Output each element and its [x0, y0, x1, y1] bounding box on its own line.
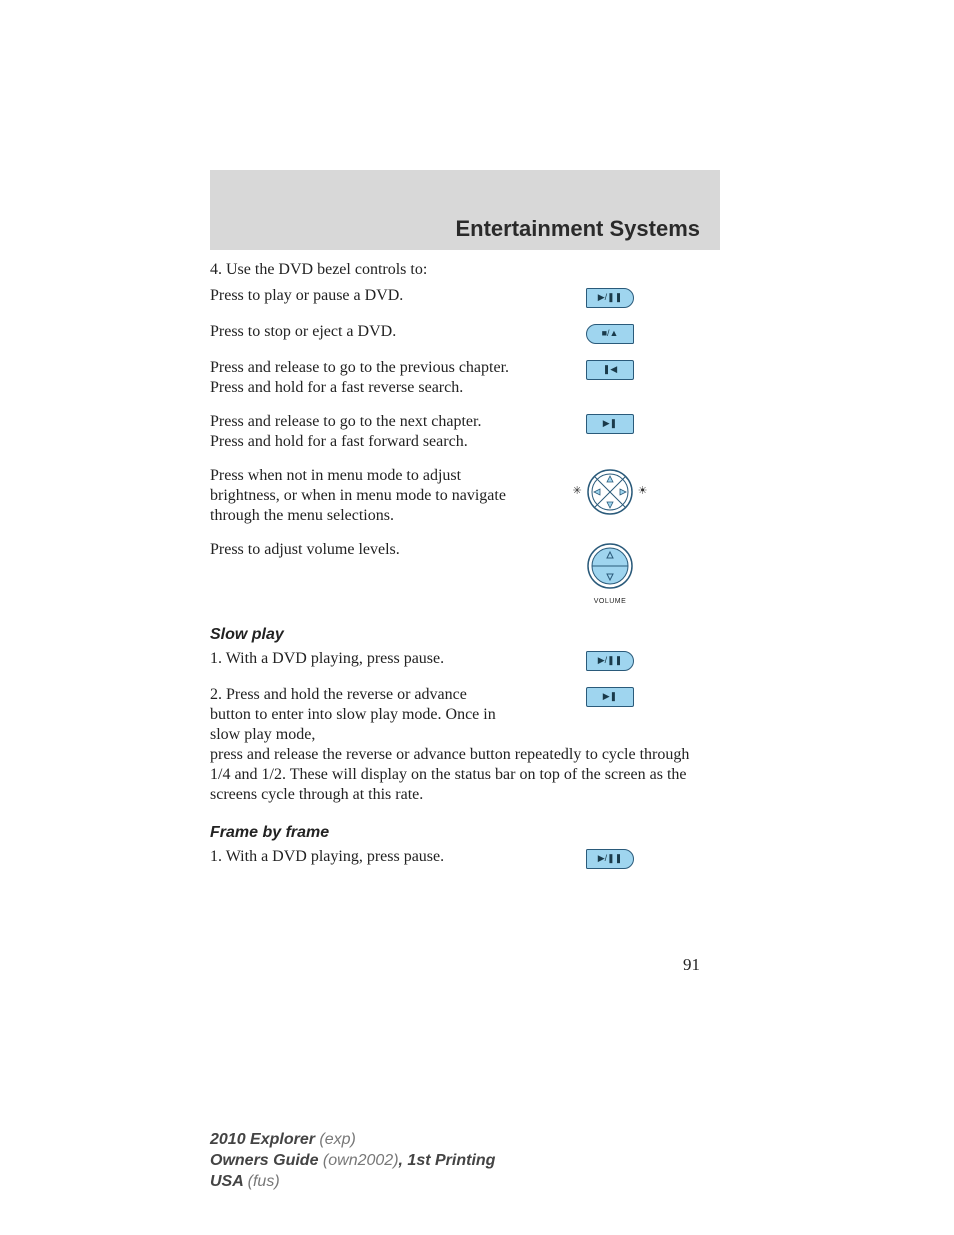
frame-by-frame-step1-row: 1. With a DVD playing, press pause. ▶/❚❚	[210, 847, 710, 869]
next-glyph: ▶❚	[603, 691, 617, 702]
control-icon-cell: ▶/❚❚	[520, 847, 700, 869]
control-row: Press and release to go to the next chap…	[210, 412, 710, 452]
footer-guide-code: (own2002)	[323, 1152, 399, 1169]
next-glyph: ▶❚	[603, 418, 617, 429]
control-icon-cell: ▶❚	[520, 685, 700, 707]
control-row: Press to adjust volume levels. VOLUME	[210, 540, 710, 607]
control-icon-cell: ■/▲	[520, 322, 700, 344]
slow-play-step2a: 2. Press and hold the reverse or advance…	[210, 685, 520, 745]
control-text: Press and release to go to the previous …	[210, 358, 520, 398]
footer-model: 2010 Explorer	[210, 1131, 319, 1148]
page-number: 91	[210, 955, 700, 975]
prev-glyph: ❚◀	[603, 364, 617, 375]
header-band: Entertainment Systems	[210, 170, 720, 250]
control-text: Press to stop or eject a DVD.	[210, 322, 520, 342]
volume-dial-icon: VOLUME	[586, 542, 634, 607]
play-pause-glyph: ▶/❚❚	[598, 292, 623, 303]
footer-guide: Owners Guide	[210, 1152, 323, 1169]
lead-text: 4. Use the DVD bezel controls to:	[210, 260, 710, 280]
stop-eject-glyph: ■/▲	[602, 328, 619, 339]
play-pause-button-icon: ▶/❚❚	[586, 651, 634, 671]
stop-eject-button-icon: ■/▲	[586, 324, 634, 344]
play-pause-glyph: ▶/❚❚	[598, 655, 623, 666]
control-row: Press to play or pause a DVD. ▶/❚❚	[210, 286, 710, 308]
slow-play-step2b: press and release the reverse or advance…	[210, 745, 700, 805]
footer-line3: USA (fus)	[210, 1172, 495, 1193]
slow-play-step2-row: 2. Press and hold the reverse or advance…	[210, 685, 710, 745]
slow-play-step1: 1. With a DVD playing, press pause.	[210, 649, 520, 669]
page-content: 4. Use the DVD bezel controls to: Press …	[210, 260, 710, 883]
next-chapter-button-icon: ▶❚	[586, 414, 634, 434]
volume-label: VOLUME	[586, 598, 634, 607]
page-section-title: Entertainment Systems	[455, 216, 700, 242]
control-text: Press when not in menu mode to adjust br…	[210, 466, 520, 526]
control-icon-cell: ❚◀	[520, 358, 700, 380]
footer-line1: 2010 Explorer (exp)	[210, 1130, 495, 1151]
footer-block: 2010 Explorer (exp) Owners Guide (own200…	[210, 1130, 495, 1192]
control-row: Press and release to go to the previous …	[210, 358, 710, 398]
control-icon-cell: ✳ ☀	[520, 466, 700, 516]
next-chapter-button-icon: ▶❚	[586, 687, 634, 707]
nav-dial-svg	[586, 468, 634, 516]
control-row: Press when not in menu mode to adjust br…	[210, 466, 710, 526]
control-row: Press to stop or eject a DVD. ■/▲	[210, 322, 710, 344]
control-text: Press and release to go to the next chap…	[210, 412, 520, 452]
control-icon-cell: ▶/❚❚	[520, 649, 700, 671]
brightness-high-icon: ☀	[638, 485, 648, 499]
play-pause-button-icon: ▶/❚❚	[586, 849, 634, 869]
footer-printing: , 1st Printing	[399, 1152, 496, 1169]
control-icon-cell: ▶/❚❚	[520, 286, 700, 308]
footer-line2: Owners Guide (own2002), 1st Printing	[210, 1151, 495, 1172]
play-pause-button-icon: ▶/❚❚	[586, 288, 634, 308]
control-text: Press to adjust volume levels.	[210, 540, 520, 560]
play-pause-glyph: ▶/❚❚	[598, 853, 623, 864]
frame-by-frame-heading: Frame by frame	[210, 823, 710, 843]
nav-dial-icon: ✳ ☀	[572, 468, 647, 516]
frame-by-frame-step1: 1. With a DVD playing, press pause.	[210, 847, 520, 867]
brightness-low-icon: ✳	[572, 485, 581, 499]
control-icon-cell: VOLUME	[520, 540, 700, 607]
control-text: Press to play or pause a DVD.	[210, 286, 520, 306]
volume-dial-svg	[586, 542, 634, 590]
prev-chapter-button-icon: ❚◀	[586, 360, 634, 380]
footer-region-code: (fus)	[248, 1173, 280, 1190]
slow-play-step1-row: 1. With a DVD playing, press pause. ▶/❚❚	[210, 649, 710, 671]
footer-region: USA	[210, 1173, 248, 1190]
footer-model-code: (exp)	[319, 1131, 355, 1148]
slow-play-heading: Slow play	[210, 625, 710, 645]
control-icon-cell: ▶❚	[520, 412, 700, 434]
